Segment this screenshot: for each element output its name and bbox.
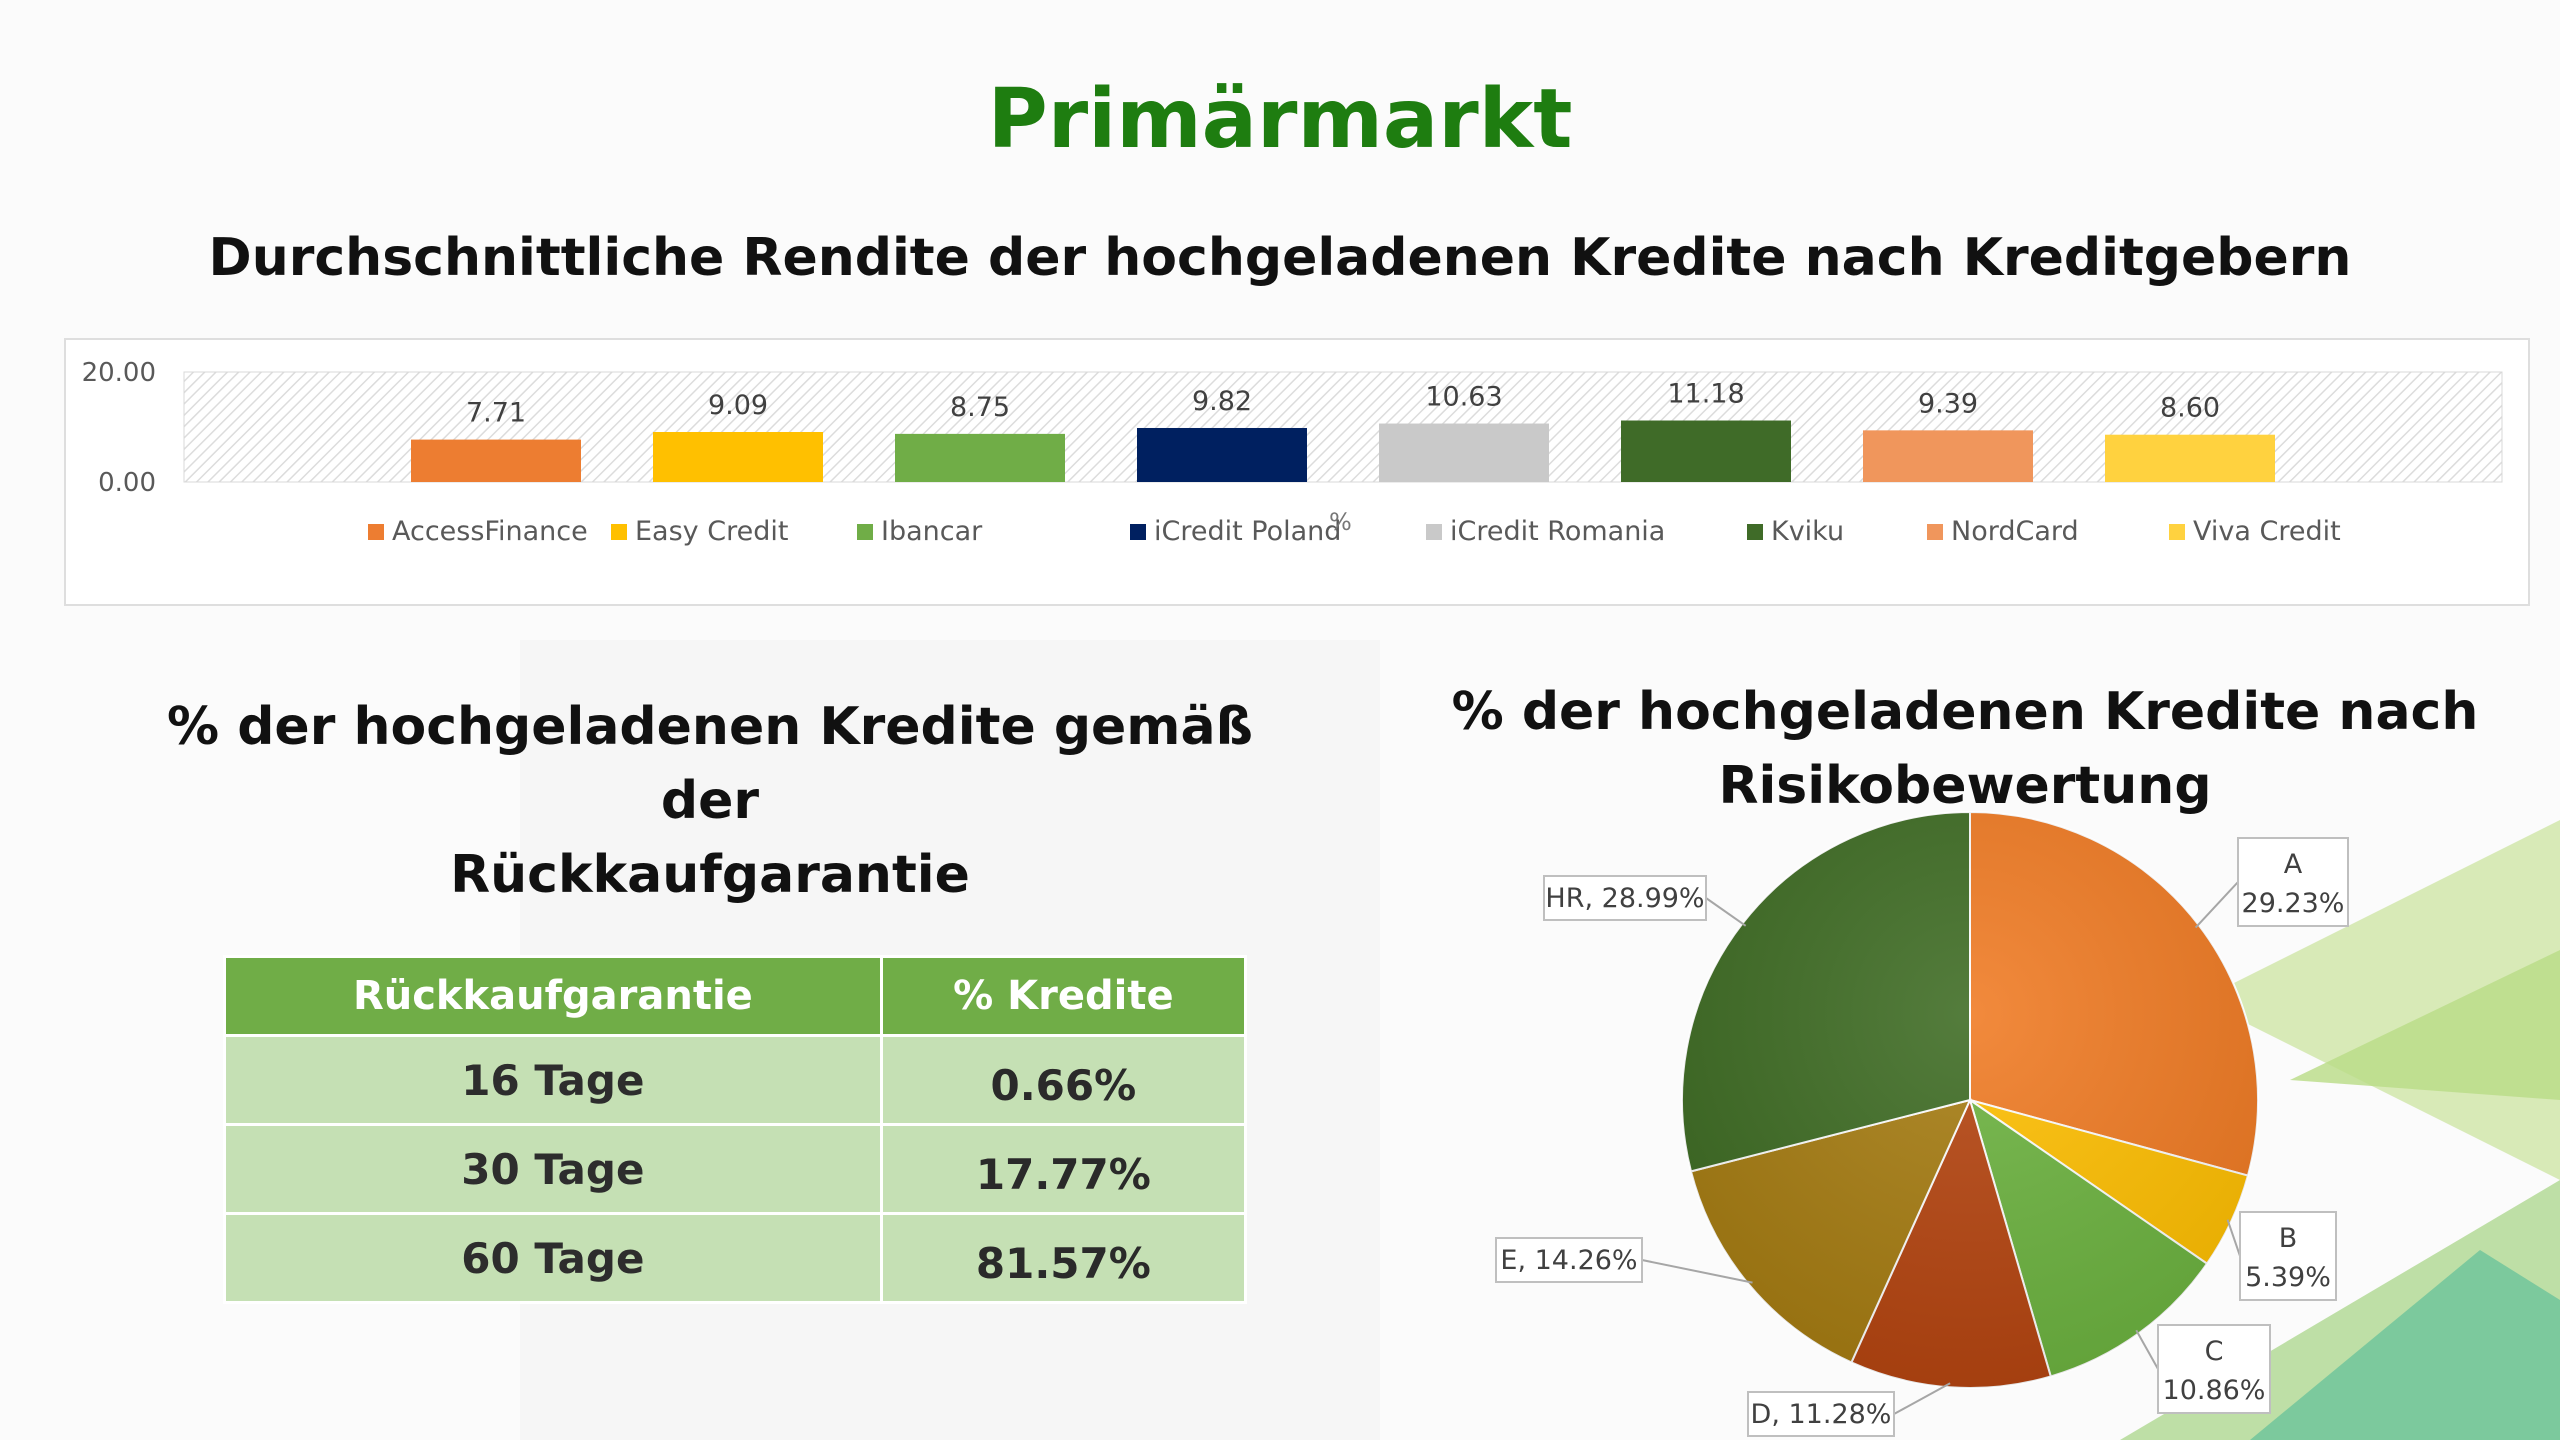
cell-term: 60 Tage xyxy=(223,1212,883,1304)
pie-label-box xyxy=(2237,837,2349,927)
legend-swatch xyxy=(1747,524,1763,540)
bar-chart-title: Durchschnittliche Rendite der hochgelade… xyxy=(208,228,2352,288)
cell-share: 0.66% xyxy=(879,1034,1248,1126)
legend-swatch xyxy=(1927,524,1943,540)
bar xyxy=(1863,430,2033,482)
bar xyxy=(895,433,1065,482)
pie-label-box xyxy=(2239,1211,2337,1301)
pie-slice-label: A xyxy=(2284,849,2303,880)
legend-swatch xyxy=(857,524,873,540)
legend-swatch xyxy=(611,524,627,540)
bar xyxy=(1621,420,1791,482)
cell-term: 16 Tage xyxy=(223,1034,883,1126)
pie-slice-label: HR, 28.99% xyxy=(1545,883,1704,914)
pie-label-box xyxy=(1495,1237,1643,1283)
pie-slice-label: E, 14.26% xyxy=(1500,1245,1637,1276)
bar-chart: 20.00 0.00 7.71 9.09 8.75 9.82 10.63 11.18 9.39… xyxy=(82,358,2503,547)
table-row: 16 Tage 0.66% xyxy=(223,1034,1248,1126)
pie-slice-label: D, 11.28% xyxy=(1751,1399,1892,1430)
legend-label: Easy Credit xyxy=(635,516,788,547)
bar xyxy=(1137,427,1307,482)
legend-swatch xyxy=(368,524,384,540)
table-title-line2: Rückkaufgarantie xyxy=(450,845,970,905)
legend-swatch xyxy=(1130,524,1146,540)
pie-shading xyxy=(1682,812,2258,1388)
pie-label-box xyxy=(1543,875,1707,921)
pie-leader-line xyxy=(2135,1329,2159,1370)
legend-label: iCredit Poland xyxy=(1154,516,1341,547)
bar-value-label: 9.82 xyxy=(1192,386,1252,417)
bar-value-label: 10.63 xyxy=(1425,382,1502,413)
legend-swatch xyxy=(1426,524,1442,540)
pie-label-box xyxy=(2157,1324,2271,1414)
bar-chart-panel: 20.00 0.00 7.71 9.09 8.75 9.82 10.63 11.18 9.39… xyxy=(64,338,2530,606)
table-row: 30 Tage 17.77% xyxy=(223,1123,1248,1215)
pie-slice-value: 5.39% xyxy=(2245,1262,2331,1293)
pie-slice-label: B xyxy=(2279,1223,2298,1254)
bar-value-label: 8.60 xyxy=(2160,393,2220,424)
bar xyxy=(411,439,581,482)
y-tick-label: 20.00 xyxy=(82,358,156,388)
legend-swatch xyxy=(2169,524,2185,540)
page-title: Primärmarkt xyxy=(987,72,1573,167)
bar-value-label: 8.75 xyxy=(950,392,1010,423)
table-title: % der hochgeladenen Kredite gemäß der Rü… xyxy=(110,690,1310,912)
legend-label: AccessFinance xyxy=(392,516,588,547)
table-header-row: Rückkaufgarantie % Kredite xyxy=(223,955,1248,1037)
bar xyxy=(2105,434,2275,482)
buyback-table: Rückkaufgarantie % Kredite 16 Tage 0.66%… xyxy=(223,955,1248,1304)
pie-title-line2: Risikobewertung xyxy=(1718,756,2212,816)
pie-leader-line xyxy=(1641,1259,1753,1284)
pie-leader-line xyxy=(1705,897,1747,927)
pie-slice-label: C xyxy=(2205,1336,2224,1367)
bar-value-label: 11.18 xyxy=(1667,379,1744,410)
y-tick-label: 0.00 xyxy=(98,468,156,498)
bar-value-label: 9.09 xyxy=(708,390,768,421)
bar xyxy=(1379,423,1549,482)
legend-label: Viva Credit xyxy=(2193,516,2341,547)
bar xyxy=(653,432,823,482)
header-term: Rückkaufgarantie xyxy=(223,955,883,1037)
pie-leader-line xyxy=(1893,1382,1951,1415)
pie-title-line1: % der hochgeladenen Kredite nach xyxy=(1451,682,2479,742)
header-share: % Kredite xyxy=(879,955,1248,1037)
legend-label: Ibancar xyxy=(881,516,983,547)
pie-chart-title: % der hochgeladenen Kredite nach Risikob… xyxy=(1430,675,2500,823)
bar-value-label: 9.39 xyxy=(1918,388,1978,419)
pie-slice-value: 29.23% xyxy=(2242,888,2345,919)
cell-share: 81.57% xyxy=(879,1212,1248,1304)
table-row: 60 Tage 81.57% xyxy=(223,1212,1248,1304)
legend-label: NordCard xyxy=(1951,516,2079,547)
pie-slice-value: 10.86% xyxy=(2163,1375,2266,1406)
bar-value-label: 7.71 xyxy=(466,398,526,429)
cell-term: 30 Tage xyxy=(223,1123,883,1215)
legend-label: iCredit Romania xyxy=(1450,516,1665,547)
pie-label-box xyxy=(1747,1391,1895,1437)
legend-label: Kviku xyxy=(1771,516,1844,547)
table-title-line1: % der hochgeladenen Kredite gemäß der xyxy=(167,697,1253,831)
pie-leader-line xyxy=(2226,1219,2241,1257)
unit-mark: % xyxy=(1329,508,1352,536)
cell-share: 17.77% xyxy=(879,1123,1248,1215)
pie-leader-line xyxy=(2194,881,2239,929)
